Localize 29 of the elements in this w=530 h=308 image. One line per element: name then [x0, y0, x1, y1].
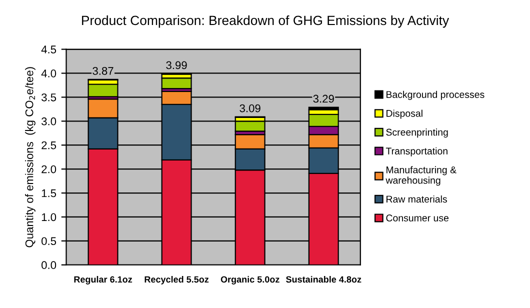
total-label: 3.29: [313, 94, 334, 103]
x-tick-label: Organic 5.0oz: [220, 276, 280, 284]
y-tick-label: 0.0: [42, 261, 56, 270]
y-tick-label: 2.5: [42, 141, 56, 150]
legend-label: Background processes: [386, 90, 484, 100]
y-tick-label: 0.5: [42, 237, 56, 246]
legend-label: Manufacturing & warehousing: [386, 166, 456, 186]
y-tick-label: 4.5: [41, 46, 56, 54]
total-label: 3.87: [92, 67, 114, 75]
y-tick-label: 1.0: [42, 213, 56, 222]
bar: [161, 77, 192, 90]
y-tick-label: 3.5: [42, 93, 56, 102]
total-label: 3.99: [166, 61, 187, 70]
y-axis-title: Quantity of emissions (kg CO$_{2}$e/tee): [25, 67, 36, 248]
chart-title: Product Comparison: Breakdown of GHG Emissions by Activity: [82, 15, 450, 28]
legend-label: Raw materials: [386, 195, 447, 203]
legend-label: Transportation: [386, 147, 448, 156]
y-tick-label: 3.0: [42, 117, 56, 126]
legend-label: Consumer use: [386, 214, 449, 222]
x-tick-label: Sustainable 4.8oz: [286, 276, 362, 283]
legend-label: Disposal: [386, 110, 422, 119]
bar: [234, 120, 266, 132]
legend-label: Screenprinting: [386, 128, 448, 138]
x-tick-label: Recycled 5.5oz: [144, 276, 209, 284]
total-label: 3.09: [240, 104, 260, 112]
y-tick-label: 2.0: [42, 165, 56, 174]
y-tick-label: 4.0: [41, 70, 56, 78]
y-tick-label: 1.5: [42, 189, 56, 198]
x-tick-label: Regular 6.1oz: [74, 276, 132, 284]
